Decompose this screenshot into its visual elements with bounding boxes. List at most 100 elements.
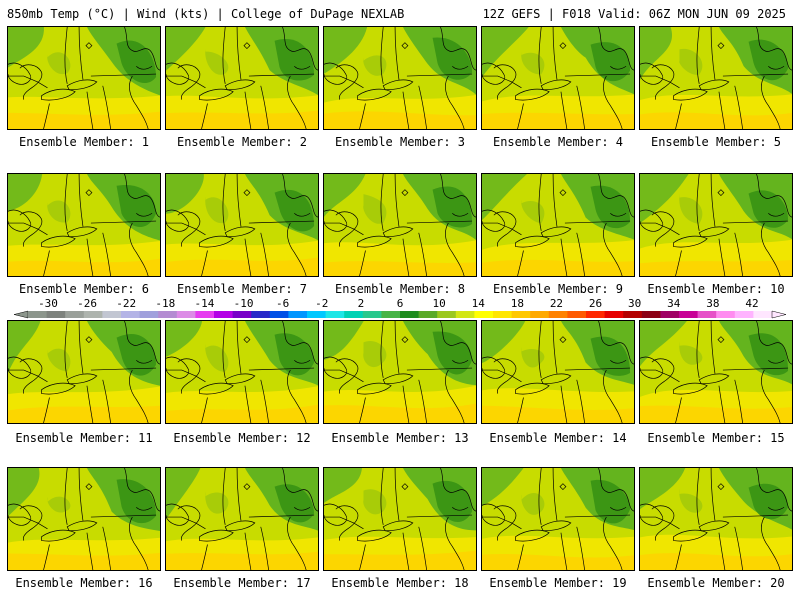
colorbar-swatch (641, 311, 661, 318)
colorbar-swatch (623, 311, 643, 318)
ensemble-member-map-graphic (8, 174, 160, 276)
colorbar-max-arrow (771, 310, 786, 319)
colorbar-tick-label: -10 (233, 297, 254, 310)
ensemble-member-label: Ensemble Member: 8 (334, 282, 466, 296)
colorbar-swatch (604, 311, 624, 318)
colorbar-swatch (307, 311, 327, 318)
ensemble-member-label: Ensemble Member: 1 (18, 135, 150, 149)
ensemble-member-map-graphic (166, 174, 318, 276)
ensemble-member-map-graphic (324, 174, 476, 276)
colorbar-tick-label: 42 (745, 297, 759, 310)
colorbar-tick-label: -22 (116, 297, 137, 310)
ensemble-member-map (323, 320, 477, 424)
ensemble-member-map-graphic (166, 27, 318, 129)
colorbar-tick-label: 18 (510, 297, 524, 310)
ensemble-member-map-graphic (640, 321, 792, 423)
ensemble-member-map (165, 320, 319, 424)
ensemble-member-map-graphic (640, 27, 792, 129)
colorbar-swatch (660, 311, 680, 318)
colorbar-swatch (679, 311, 699, 318)
ensemble-member-map-graphic (8, 468, 160, 570)
colorbar-swatch (493, 311, 513, 318)
colorbar-swatch (83, 311, 103, 318)
ensemble-member-map (481, 26, 635, 130)
ensemble-member-map (639, 320, 793, 424)
ensemble-member-label: Ensemble Member: 10 (647, 282, 785, 296)
colorbar-tick-label: -2 (315, 297, 329, 310)
colorbar-tick-label: 26 (588, 297, 603, 310)
ensemble-member-label: Ensemble Member: 5 (650, 135, 782, 149)
ensemble-member-map (639, 467, 793, 571)
colorbar-tick-label: 22 (549, 297, 564, 310)
colorbar-swatch (102, 311, 122, 318)
ensemble-member-map (165, 26, 319, 130)
ensemble-member-map (165, 467, 319, 571)
ensemble-member-label: Ensemble Member: 12 (173, 431, 311, 445)
ensemble-member-map-graphic (8, 321, 160, 423)
ensemble-member-map-graphic (324, 468, 476, 570)
colorbar-tick-label: -6 (276, 297, 290, 310)
ensemble-member-label: Ensemble Member: 4 (492, 135, 624, 149)
ensemble-member-map-graphic (640, 174, 792, 276)
ensemble-member-label: Ensemble Member: 17 (173, 576, 311, 590)
ensemble-member-map-graphic (640, 468, 792, 570)
colorbar-swatch (344, 311, 364, 318)
colorbar-tick-label: 2 (357, 297, 365, 310)
colorbar-swatch (697, 311, 717, 318)
colorbar-swatch (121, 311, 141, 318)
colorbar-swatch (530, 311, 550, 318)
colorbar-swatch (28, 311, 48, 318)
colorbar-swatch (734, 311, 754, 318)
ensemble-member-map (323, 173, 477, 277)
ensemble-member-map-graphic (482, 321, 634, 423)
colorbar-tick-label: 14 (471, 297, 485, 310)
ensemble-member-map (323, 467, 477, 571)
ensemble-member-map (323, 26, 477, 130)
ensemble-member-label: Ensemble Member: 16 (15, 576, 153, 590)
colorbar-tick-labels: -30 -26 -22 -18 -14 -10 -6 -2 2 6 10 14 18 22 26 30 34 38… (14, 298, 786, 310)
colorbar-swatch (46, 311, 66, 318)
ensemble-member-label: Ensemble Member: 15 (647, 431, 785, 445)
ensemble-member-map-graphic (8, 27, 160, 129)
colorbar-swatch (65, 311, 85, 318)
colorbar-swatch (455, 311, 475, 318)
colorbar-swatch (269, 311, 289, 318)
colorbar-swatch (716, 311, 736, 318)
colorbar-swatch (288, 311, 308, 318)
ensemble-member-label: Ensemble Member: 7 (176, 282, 308, 296)
colorbar-tick-label: -14 (194, 297, 215, 310)
colorbar-swatch (362, 311, 382, 318)
ensemble-member-map (7, 467, 161, 571)
colorbar-swatch (139, 311, 159, 318)
ensemble-member-map-graphic (482, 174, 634, 276)
colorbar-swatch (251, 311, 271, 318)
colorbar-tick-label: 6 (396, 297, 404, 310)
ensemble-member-label: Ensemble Member: 14 (489, 431, 627, 445)
colorbar-min-arrow (14, 310, 29, 319)
colorbar-tick-label: -18 (155, 297, 176, 310)
colorbar-swatch (381, 311, 401, 318)
ensemble-member-label: Ensemble Member: 13 (331, 431, 469, 445)
map-title: 850mb Temp (°C) | Wind (kts) | College o… (7, 7, 405, 21)
ensemble-member-label: Ensemble Member: 6 (18, 282, 150, 296)
colorbar-swatch (586, 311, 606, 318)
colorbar-swatch (548, 311, 568, 318)
model-run-valid-time: 12Z GEFS | F018 Valid: 06Z MON JUN 09 20… (482, 7, 786, 21)
colorbar-tick-label: -30 (38, 297, 58, 310)
ensemble-member-map-graphic (166, 321, 318, 423)
colorbar-swatch (214, 311, 234, 318)
ensemble-member-map (481, 173, 635, 277)
ensemble-member-map (639, 26, 793, 130)
colorbar-swatch (567, 311, 587, 318)
ensemble-member-map-graphic (166, 468, 318, 570)
ensemble-member-map-graphic (324, 27, 476, 129)
ensemble-member-label: Ensemble Member: 20 (647, 576, 785, 590)
ensemble-member-map (165, 173, 319, 277)
colorbar-swatch (158, 311, 178, 318)
colorbar-swatch (176, 311, 196, 318)
ensemble-member-map (7, 320, 161, 424)
ensemble-member-label: Ensemble Member: 3 (334, 135, 466, 149)
colorbar-swatch (418, 311, 438, 318)
colorbar-tick-label: 30 (628, 297, 642, 310)
ensemble-member-map (7, 26, 161, 130)
